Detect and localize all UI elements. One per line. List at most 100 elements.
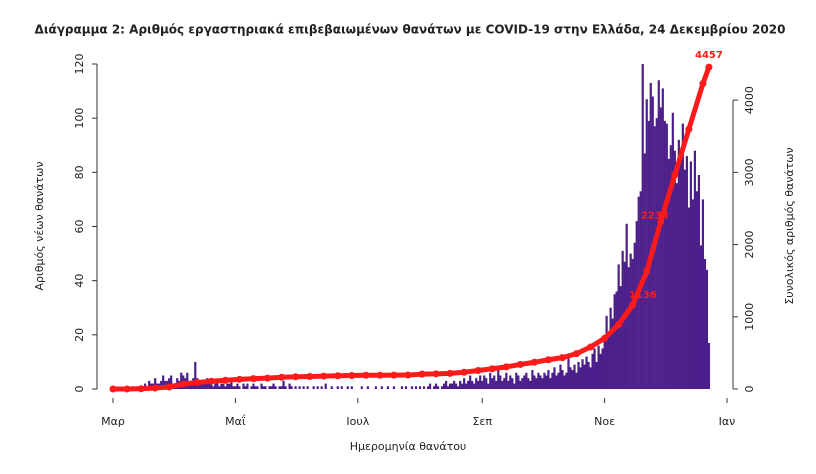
cumulative-point [404,371,412,379]
bar [489,372,492,389]
bar [529,380,532,389]
bar [180,372,183,389]
cumulative-point [306,373,314,381]
bar [541,378,544,389]
cumulative-point [235,375,243,383]
cumulative-point [418,370,426,378]
y-tick-label: 120 [73,54,86,75]
bar [521,378,524,389]
bar [535,378,538,389]
bar [148,380,151,389]
bar [629,253,632,389]
bar [563,375,566,389]
bar [707,342,711,389]
bar [422,386,426,389]
bar [414,386,418,389]
bar [324,383,327,389]
bar [693,150,696,389]
bar [386,386,390,389]
bar [625,223,628,389]
bar [581,359,584,389]
bar [673,150,676,389]
bar [208,383,211,389]
bar [575,372,578,389]
bar [340,386,343,389]
bar [591,353,594,389]
bar [511,378,514,389]
bar [497,367,500,389]
bar [222,383,225,389]
bar [360,386,363,389]
bar [194,361,197,389]
bar [547,370,550,389]
bar [573,364,576,389]
bar [499,375,502,389]
bar [613,294,616,389]
bar [603,334,606,389]
cumulative-point [348,371,356,379]
annotation: 2233 [641,211,669,222]
x-tick-label: Ιαν [719,415,736,428]
bar [392,386,396,389]
cumulative-point [629,301,637,309]
bar [444,380,448,389]
cumulative-point [278,373,286,381]
bar [216,380,219,389]
bar [487,383,490,389]
y2-tick-label: 0 [743,386,756,393]
bar [440,386,444,389]
bar [507,380,510,389]
bar [607,332,610,389]
cumulative-point [699,80,707,88]
bar [451,383,454,389]
y-tick-label: 60 [73,220,86,234]
cumulative-point [432,370,440,378]
bar [449,383,452,389]
bar [667,158,670,389]
bar [218,386,221,389]
bar [649,82,652,389]
bar [400,386,404,389]
x-axis-label: Ημερομηνία θανάτου [350,440,467,453]
bar [264,386,267,389]
bar [527,378,530,389]
bar [579,367,582,389]
x-tick-label: Μαΐ [225,414,246,428]
bar [665,123,668,389]
bar [316,386,319,389]
bar [162,375,165,389]
bar [447,386,450,389]
bar [599,353,602,389]
bar [471,380,474,389]
bar [234,386,237,389]
bar [244,386,247,389]
bar [457,386,460,389]
bar [380,386,383,389]
bar [593,348,596,389]
y2-tick-label: 3000 [743,158,756,186]
cumulative-point [221,376,229,384]
cumulative-point [362,371,370,379]
bar [242,383,245,389]
bar [559,364,562,389]
bar [491,378,494,389]
cumulative-point [705,63,713,71]
cumulative-point [502,363,510,371]
x-tick-label: Νοε [594,415,615,428]
bar [294,386,297,389]
bar [509,375,512,389]
bar [426,386,430,389]
bar [274,386,277,389]
bar [475,378,478,389]
y-tick-label: 80 [73,165,86,179]
y2-tick-label: 2000 [743,231,756,259]
bar [695,191,699,389]
bar [374,386,377,389]
bar [268,386,271,389]
bar [238,386,241,389]
bar [204,383,207,389]
bar [336,386,339,389]
bar [513,383,516,389]
bar [210,380,213,389]
